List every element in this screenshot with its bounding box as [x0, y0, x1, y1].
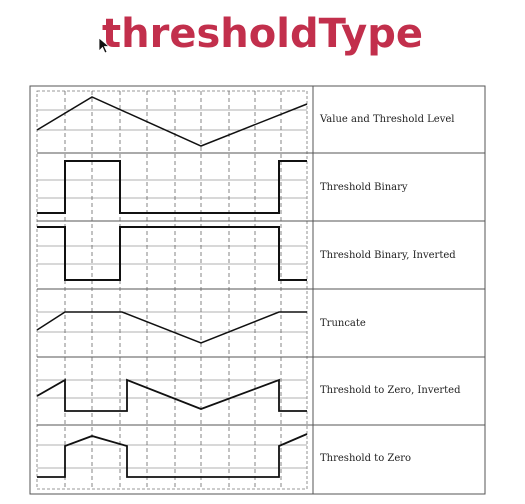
signal-truncate — [36, 311, 307, 344]
row-label-value-threshold-level: Value and Threshold Level — [319, 114, 455, 125]
mouse-pointer-icon — [98, 37, 111, 54]
row-label-threshold-to-zero: Threshold to Zero — [320, 453, 411, 464]
signal-original — [36, 96, 308, 147]
page-title: thresholdType — [102, 11, 423, 57]
row-label-threshold-to-zero-inverted: Threshold to Zero, Inverted — [320, 385, 461, 396]
signal-threshold-to-zero-inverted — [36, 378, 307, 412]
dashed-plot-border — [36, 90, 308, 490]
signal-threshold-binary-inverted — [37, 226, 307, 281]
signal-threshold-binary — [37, 160, 307, 214]
vertical-gridlines — [64, 91, 282, 489]
signal-threshold-to-zero — [37, 433, 308, 478]
row-separators — [37, 152, 485, 426]
row-label-threshold-binary: Threshold Binary — [320, 182, 408, 193]
row-label-threshold-binary-inverted: Threshold Binary, Inverted — [320, 250, 456, 261]
row-label-truncate: Truncate — [320, 318, 366, 329]
diagram-frame — [29, 85, 486, 495]
